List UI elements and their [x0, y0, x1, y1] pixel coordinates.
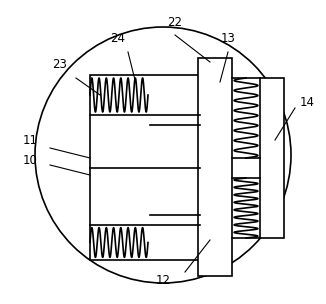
Text: 23: 23 — [52, 58, 67, 71]
Bar — [198, 58, 232, 276]
Text: 22: 22 — [168, 16, 183, 29]
Bar — [260, 78, 284, 238]
Bar — [90, 75, 200, 260]
Text: 10: 10 — [22, 154, 37, 167]
Text: 13: 13 — [221, 32, 235, 44]
Text: 11: 11 — [22, 133, 37, 147]
Text: 24: 24 — [111, 32, 126, 44]
Text: 14: 14 — [300, 95, 315, 109]
Text: 12: 12 — [156, 274, 170, 286]
